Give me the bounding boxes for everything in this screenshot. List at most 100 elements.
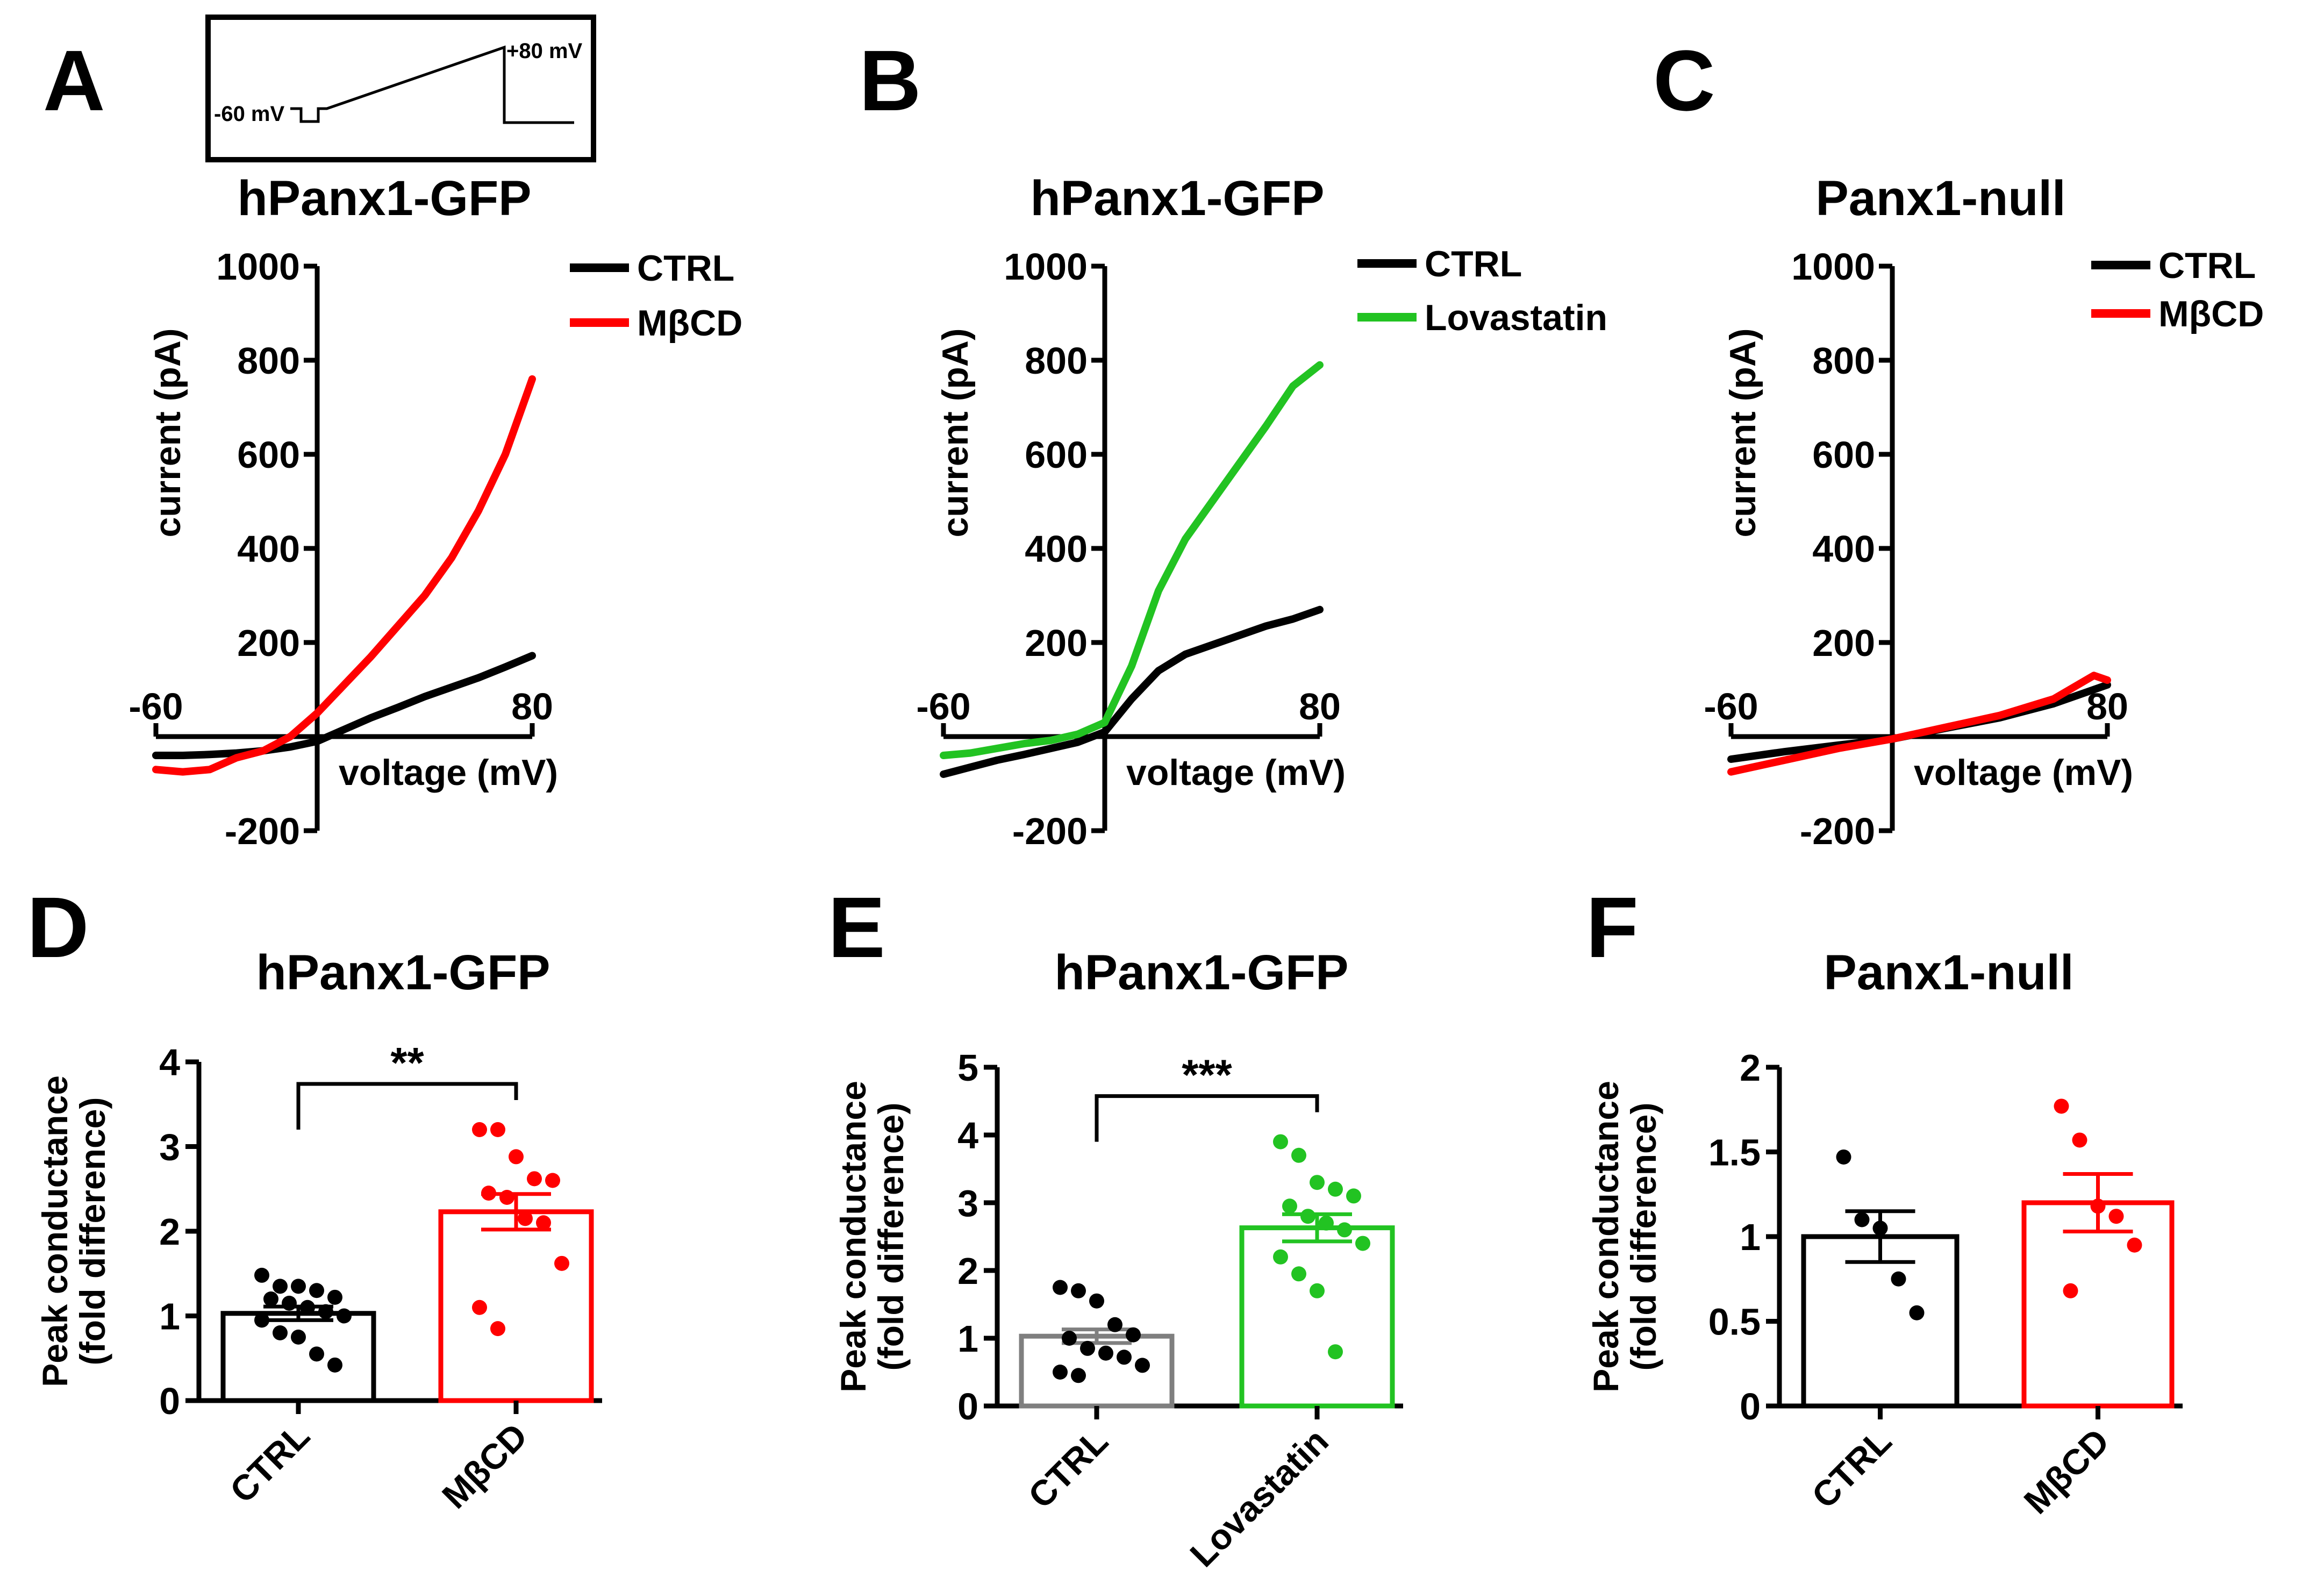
data-point-d-1 — [309, 1346, 324, 1362]
panel-letter-f: F — [1586, 879, 1639, 975]
data-point-d-2 — [481, 1186, 496, 1201]
data-point-e-2 — [1328, 1344, 1343, 1360]
y-tick-label-b: 400 — [1025, 528, 1088, 570]
data-point-e-2 — [1319, 1215, 1334, 1231]
y-axis-label-line1-f: Peak conductance — [1586, 1081, 1626, 1393]
y-tick-label-e: 1 — [957, 1318, 978, 1360]
chart-title-d: hPanx1-GFP — [256, 945, 550, 1000]
y-tick-label-d: 4 — [159, 1041, 180, 1083]
panel-f: Panx1-null 0 0.5 1 1.5 2 Peak conductance(fold… — [1586, 945, 2183, 1522]
x-category-label-f-2: MβCD — [2016, 1421, 2116, 1522]
y-tick-label-f: 2 — [1740, 1047, 1761, 1089]
y-tick-label-a: 400 — [237, 528, 300, 570]
y-axis-label-c: current (pA) — [1722, 328, 1763, 537]
data-point-e-1 — [1089, 1293, 1104, 1309]
data-point-e-2 — [1328, 1181, 1343, 1197]
y-axis-label-line1-d: Peak conductance — [35, 1075, 75, 1387]
data-point-f-1 — [1854, 1212, 1870, 1227]
significance-bracket-d — [296, 1082, 518, 1130]
x-axis-label-c: voltage (mV) — [1914, 752, 2133, 793]
data-point-d-2 — [490, 1122, 505, 1137]
bar-e-1 — [1019, 1333, 1175, 1409]
y-tick-label-e: 5 — [957, 1047, 978, 1089]
data-point-e-2 — [1310, 1175, 1325, 1190]
data-point-d-2 — [509, 1149, 524, 1165]
data-point-d-1 — [291, 1279, 306, 1294]
data-point-e-1 — [1071, 1283, 1086, 1298]
y-tick-label-d: 1 — [159, 1296, 180, 1338]
significance-label-e: *** — [1182, 1051, 1232, 1099]
data-point-d-1 — [273, 1279, 288, 1294]
bar-f-1 — [1801, 1234, 1960, 1409]
data-point-e-2 — [1282, 1198, 1297, 1214]
data-point-d-2 — [554, 1255, 569, 1271]
y-tick-label-d: 3 — [159, 1126, 180, 1168]
y-tick-label-c: 1000 — [1791, 246, 1875, 288]
y-axis-label-b: current (pA) — [935, 328, 976, 537]
legend-label-b-1: CTRL — [1425, 244, 1522, 284]
y-tick-label-c: -200 — [1800, 810, 1875, 852]
chart-title-f: Panx1-null — [1824, 945, 2073, 1000]
data-point-d-1 — [273, 1325, 288, 1340]
chart-title-e: hPanx1-GFP — [1054, 945, 1348, 1000]
y-tick-label-c: 200 — [1812, 622, 1875, 664]
data-point-e-2 — [1273, 1249, 1288, 1265]
x-axis-label-a: voltage (mV) — [339, 752, 558, 793]
y-tick-label-c: 600 — [1812, 434, 1875, 476]
legend-label-a-2: MβCD — [637, 303, 742, 344]
x-category-label-d-1: CTRL — [222, 1416, 317, 1511]
chart-title-c: Panx1-null — [1815, 171, 2065, 226]
y-tick-label-f: 1.5 — [1708, 1132, 1761, 1174]
data-point-d-1 — [327, 1289, 342, 1305]
y-tick-label-a: 200 — [237, 622, 300, 664]
series-line-c-2 — [1727, 672, 2111, 776]
data-point-e-2 — [1355, 1236, 1370, 1251]
legend-label-c-2: MβCD — [2158, 294, 2264, 334]
panel-a: hPanx1-GFP -200 200 400 600 800 1000 -60 80 volta… — [128, 171, 742, 852]
data-point-d-2 — [518, 1211, 533, 1226]
y-tick-label-b: 200 — [1025, 622, 1088, 664]
panel-letter-e: E — [828, 879, 885, 975]
y-tick-label-b: 1000 — [1004, 246, 1088, 288]
y-tick-label-e: 4 — [957, 1115, 978, 1156]
data-point-e-2 — [1300, 1209, 1315, 1224]
y-tick-label-c: 400 — [1812, 528, 1875, 570]
data-point-e-2 — [1337, 1222, 1352, 1238]
x-tick-label-c: -60 — [1704, 686, 1758, 727]
data-point-d-1 — [318, 1304, 333, 1319]
legend-label-c-1: CTRL — [2158, 245, 2256, 286]
data-point-e-1 — [1117, 1350, 1132, 1365]
data-point-f-1 — [1891, 1271, 1906, 1287]
legend-label-a-1: CTRL — [637, 248, 734, 289]
y-axis-label-line2-f: (fold difference) — [1624, 1103, 1663, 1371]
data-point-e-1 — [1080, 1340, 1095, 1356]
y-tick-label-e: 3 — [957, 1182, 978, 1224]
y-tick-label-d: 2 — [159, 1211, 180, 1253]
y-axis-label-line1-e: Peak conductance — [833, 1081, 873, 1393]
data-point-f-1 — [1836, 1149, 1851, 1165]
panel-letter-c: C — [1653, 32, 1715, 128]
data-point-d-1 — [300, 1300, 315, 1315]
x-category-label-f-1: CTRL — [1804, 1421, 1899, 1516]
data-point-e-1 — [1107, 1317, 1122, 1332]
data-point-e-2 — [1291, 1266, 1306, 1282]
data-point-d-1 — [309, 1283, 324, 1298]
data-point-e-1 — [1062, 1331, 1077, 1346]
panel-letter-b: B — [859, 32, 921, 128]
data-point-d-1 — [327, 1357, 342, 1373]
y-tick-label-b: 800 — [1025, 340, 1088, 382]
data-point-d-2 — [490, 1321, 505, 1337]
series-line-a-2 — [152, 375, 536, 776]
data-point-d-2 — [536, 1215, 551, 1231]
series-line-b-1 — [940, 605, 1324, 778]
chart-title-a: hPanx1-GFP — [237, 171, 531, 226]
protocol-start-label: -60 mV — [214, 102, 284, 126]
y-tick-label-e: 2 — [957, 1250, 978, 1292]
x-tick-label-a: -60 — [128, 686, 183, 727]
x-category-label-d-2: MβCD — [434, 1416, 535, 1516]
panel-e: hPanx1-GFP 0 1 2 3 4 5 Peak conductance(fold di… — [833, 945, 1403, 1574]
bar-d-1 — [220, 1311, 376, 1403]
